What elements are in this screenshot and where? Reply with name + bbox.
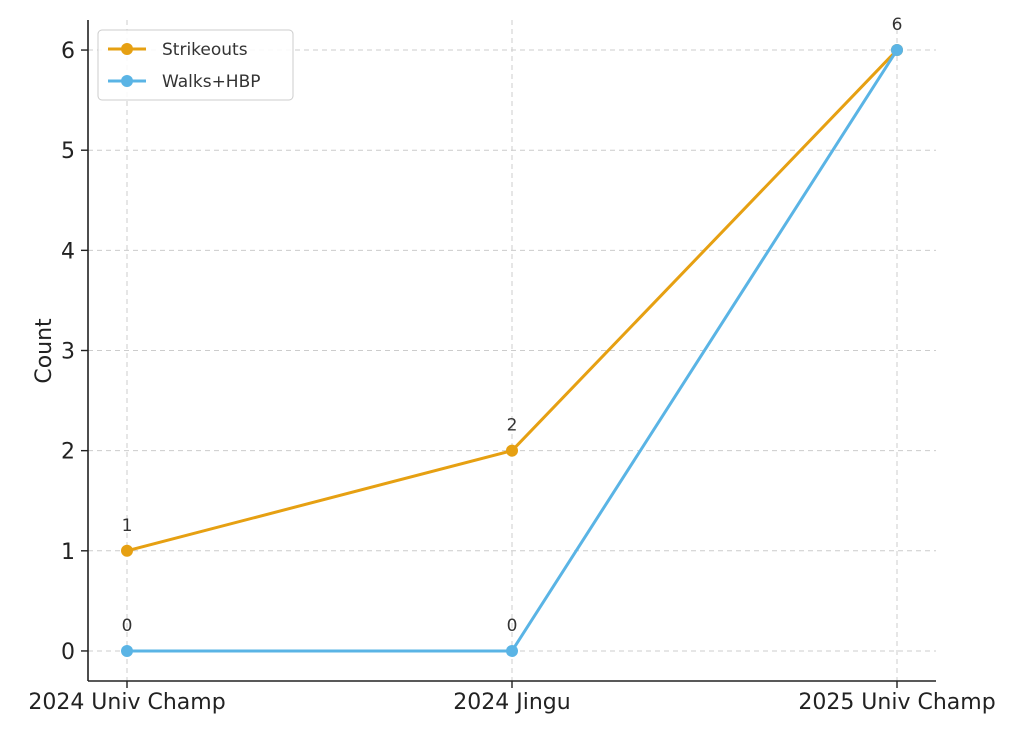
y-tick-label: 3	[61, 340, 75, 365]
data-label: 0	[122, 616, 133, 636]
y-tick-label: 5	[61, 139, 75, 164]
data-label: 6	[892, 15, 903, 35]
data-point	[891, 44, 903, 57]
x-tick-label: 2024 Univ Champ	[28, 690, 225, 715]
y-tick-label: 6	[61, 39, 75, 64]
legend-swatch-marker	[121, 43, 133, 55]
legend: Strikeouts Walks+HBP	[97, 29, 294, 101]
grid-layer	[88, 20, 936, 681]
data-point	[121, 644, 133, 657]
data-label: 0	[507, 616, 518, 636]
series-layer	[121, 44, 903, 657]
x-tick-label: 2025 Univ Champ	[798, 690, 995, 715]
x-tick-label: 2024 Jingu	[453, 690, 570, 715]
ticks-layer: 0 1 2 3 4 5 6 2024 Univ Champ 2024 Jingu 2025 Uni…	[28, 39, 995, 715]
legend-label: Strikeouts	[162, 40, 248, 60]
y-axis-title: Count	[32, 318, 57, 384]
legend-swatch-marker	[121, 75, 133, 87]
data-label: 1	[122, 516, 133, 536]
data-point	[506, 644, 518, 657]
y-tick-label: 0	[61, 640, 75, 665]
legend-box	[97, 29, 294, 101]
data-point	[506, 444, 518, 457]
legend-label: Walks+HBP	[162, 72, 261, 92]
y-tick-label: 2	[61, 440, 75, 465]
data-label: 2	[507, 416, 518, 436]
y-tick-label: 4	[61, 239, 75, 264]
legend-items: Strikeouts Walks+HBP	[108, 40, 261, 92]
data-point	[121, 544, 133, 557]
y-tick-label: 1	[61, 540, 75, 565]
